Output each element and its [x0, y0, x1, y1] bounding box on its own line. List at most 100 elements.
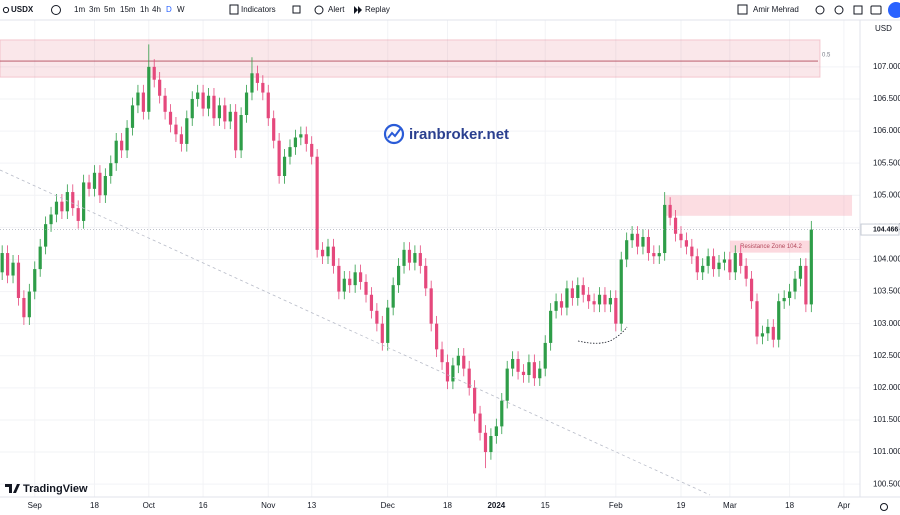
brand-logo: TradingView	[5, 483, 88, 495]
interval-button[interactable]: D	[166, 5, 172, 14]
candle-body	[288, 147, 292, 157]
candle-body	[136, 92, 140, 106]
y-tick-label: 101.500	[873, 415, 900, 424]
candle-body	[87, 182, 91, 189]
candle-body	[299, 134, 303, 138]
trend-line	[0, 169, 711, 496]
watermark-icon	[383, 123, 405, 145]
interval-button[interactable]: 4h	[152, 5, 161, 14]
candle-body	[402, 249, 406, 266]
candle-body	[711, 256, 716, 270]
interval-button[interactable]: 3m	[89, 5, 100, 14]
candle-body	[369, 294, 374, 311]
alert-icon[interactable]	[314, 5, 324, 15]
y-tick-label: 102.000	[873, 383, 900, 392]
settings-icon[interactable]	[834, 5, 844, 15]
candle-body	[451, 365, 455, 382]
alert-button[interactable]: Alert	[328, 5, 345, 14]
candle-body	[587, 294, 591, 302]
candle-body	[190, 98, 194, 119]
x-tick-label: 18	[443, 501, 452, 510]
candle-body	[380, 323, 384, 343]
replay-button[interactable]: Replay	[365, 5, 390, 14]
fib-label: 0.5	[822, 53, 831, 59]
layout-icon[interactable]	[292, 5, 301, 14]
candle-body	[206, 95, 211, 109]
candle-body	[570, 288, 574, 298]
candle-body	[293, 137, 298, 148]
tool-icon[interactable]	[815, 5, 825, 15]
watermark-text: iranbroker.net	[409, 126, 509, 143]
candle-body	[766, 326, 770, 334]
candle-body	[435, 323, 439, 350]
candle-body	[266, 92, 270, 119]
pattern-curve	[577, 326, 628, 344]
zone	[664, 195, 853, 216]
brand-text: TradingView	[23, 483, 88, 495]
candle-body	[82, 182, 86, 221]
candle-body	[706, 256, 710, 266]
add-symbol[interactable]	[51, 5, 61, 15]
candle-body	[196, 92, 200, 99]
candle-body	[543, 342, 547, 369]
candle-body	[114, 140, 118, 164]
candle-body	[467, 368, 471, 388]
candle-body	[559, 301, 564, 308]
candle-body	[391, 285, 395, 308]
fullscreen-icon[interactable]	[853, 5, 863, 15]
candle-body	[597, 294, 602, 305]
x-tick-label: 18	[90, 501, 99, 510]
x-tick-label: 18	[785, 501, 794, 510]
candle-body	[130, 105, 135, 128]
x-tick-label: 2024	[487, 501, 505, 510]
user-name[interactable]: Amir Mehrad	[753, 5, 799, 14]
interval-button[interactable]: 5m	[104, 5, 115, 14]
replay-icon[interactable]	[354, 6, 362, 14]
currency-label: USD	[875, 24, 892, 33]
candle-body	[424, 265, 428, 289]
candle-body	[793, 278, 797, 292]
candle-body	[277, 140, 281, 177]
candle-body	[532, 362, 536, 379]
candle-body	[201, 92, 205, 109]
resistance-box	[730, 240, 812, 253]
candle-body	[337, 265, 341, 292]
candle-body	[657, 253, 661, 257]
toolbar	[0, 0, 900, 20]
candle-body	[109, 163, 113, 177]
interval-button[interactable]: 1m	[74, 5, 85, 14]
candle-body	[418, 253, 422, 266]
candle-body	[342, 278, 346, 292]
candle-body	[749, 278, 754, 302]
candle-body	[239, 115, 243, 151]
symbol[interactable]: USDX	[11, 5, 34, 14]
indicators-icon[interactable]	[229, 4, 239, 15]
search-icon[interactable]	[2, 6, 10, 14]
x-tick-label: 16	[199, 501, 208, 510]
y-tick-label: 104.000	[873, 255, 900, 264]
screenshot-icon[interactable]	[870, 5, 882, 15]
interval-button[interactable]: 15m	[120, 5, 136, 14]
candle-body	[521, 371, 526, 376]
candle-body	[554, 301, 558, 311]
candle-body	[722, 259, 727, 263]
y-tick-label: 101.000	[873, 447, 900, 456]
candle-body	[592, 301, 596, 305]
publish-button[interactable]	[888, 2, 900, 18]
watermark-icon	[387, 127, 402, 139]
axis-settings[interactable]	[880, 503, 888, 511]
candle-body	[38, 246, 42, 270]
candle-body	[538, 368, 542, 379]
candle-body	[217, 105, 221, 119]
indicators-button[interactable]: Indicators	[241, 5, 276, 14]
interval-button[interactable]: 1h	[140, 5, 149, 14]
candle-body	[331, 246, 336, 266]
layout-checkbox[interactable]	[737, 4, 748, 15]
candle-body	[787, 291, 792, 298]
candle-body	[326, 246, 330, 257]
interval-button[interactable]: W	[177, 5, 185, 14]
candle-body	[695, 256, 699, 273]
candle-body	[641, 236, 645, 247]
last-price-box	[860, 223, 900, 236]
candle-body	[92, 172, 97, 189]
